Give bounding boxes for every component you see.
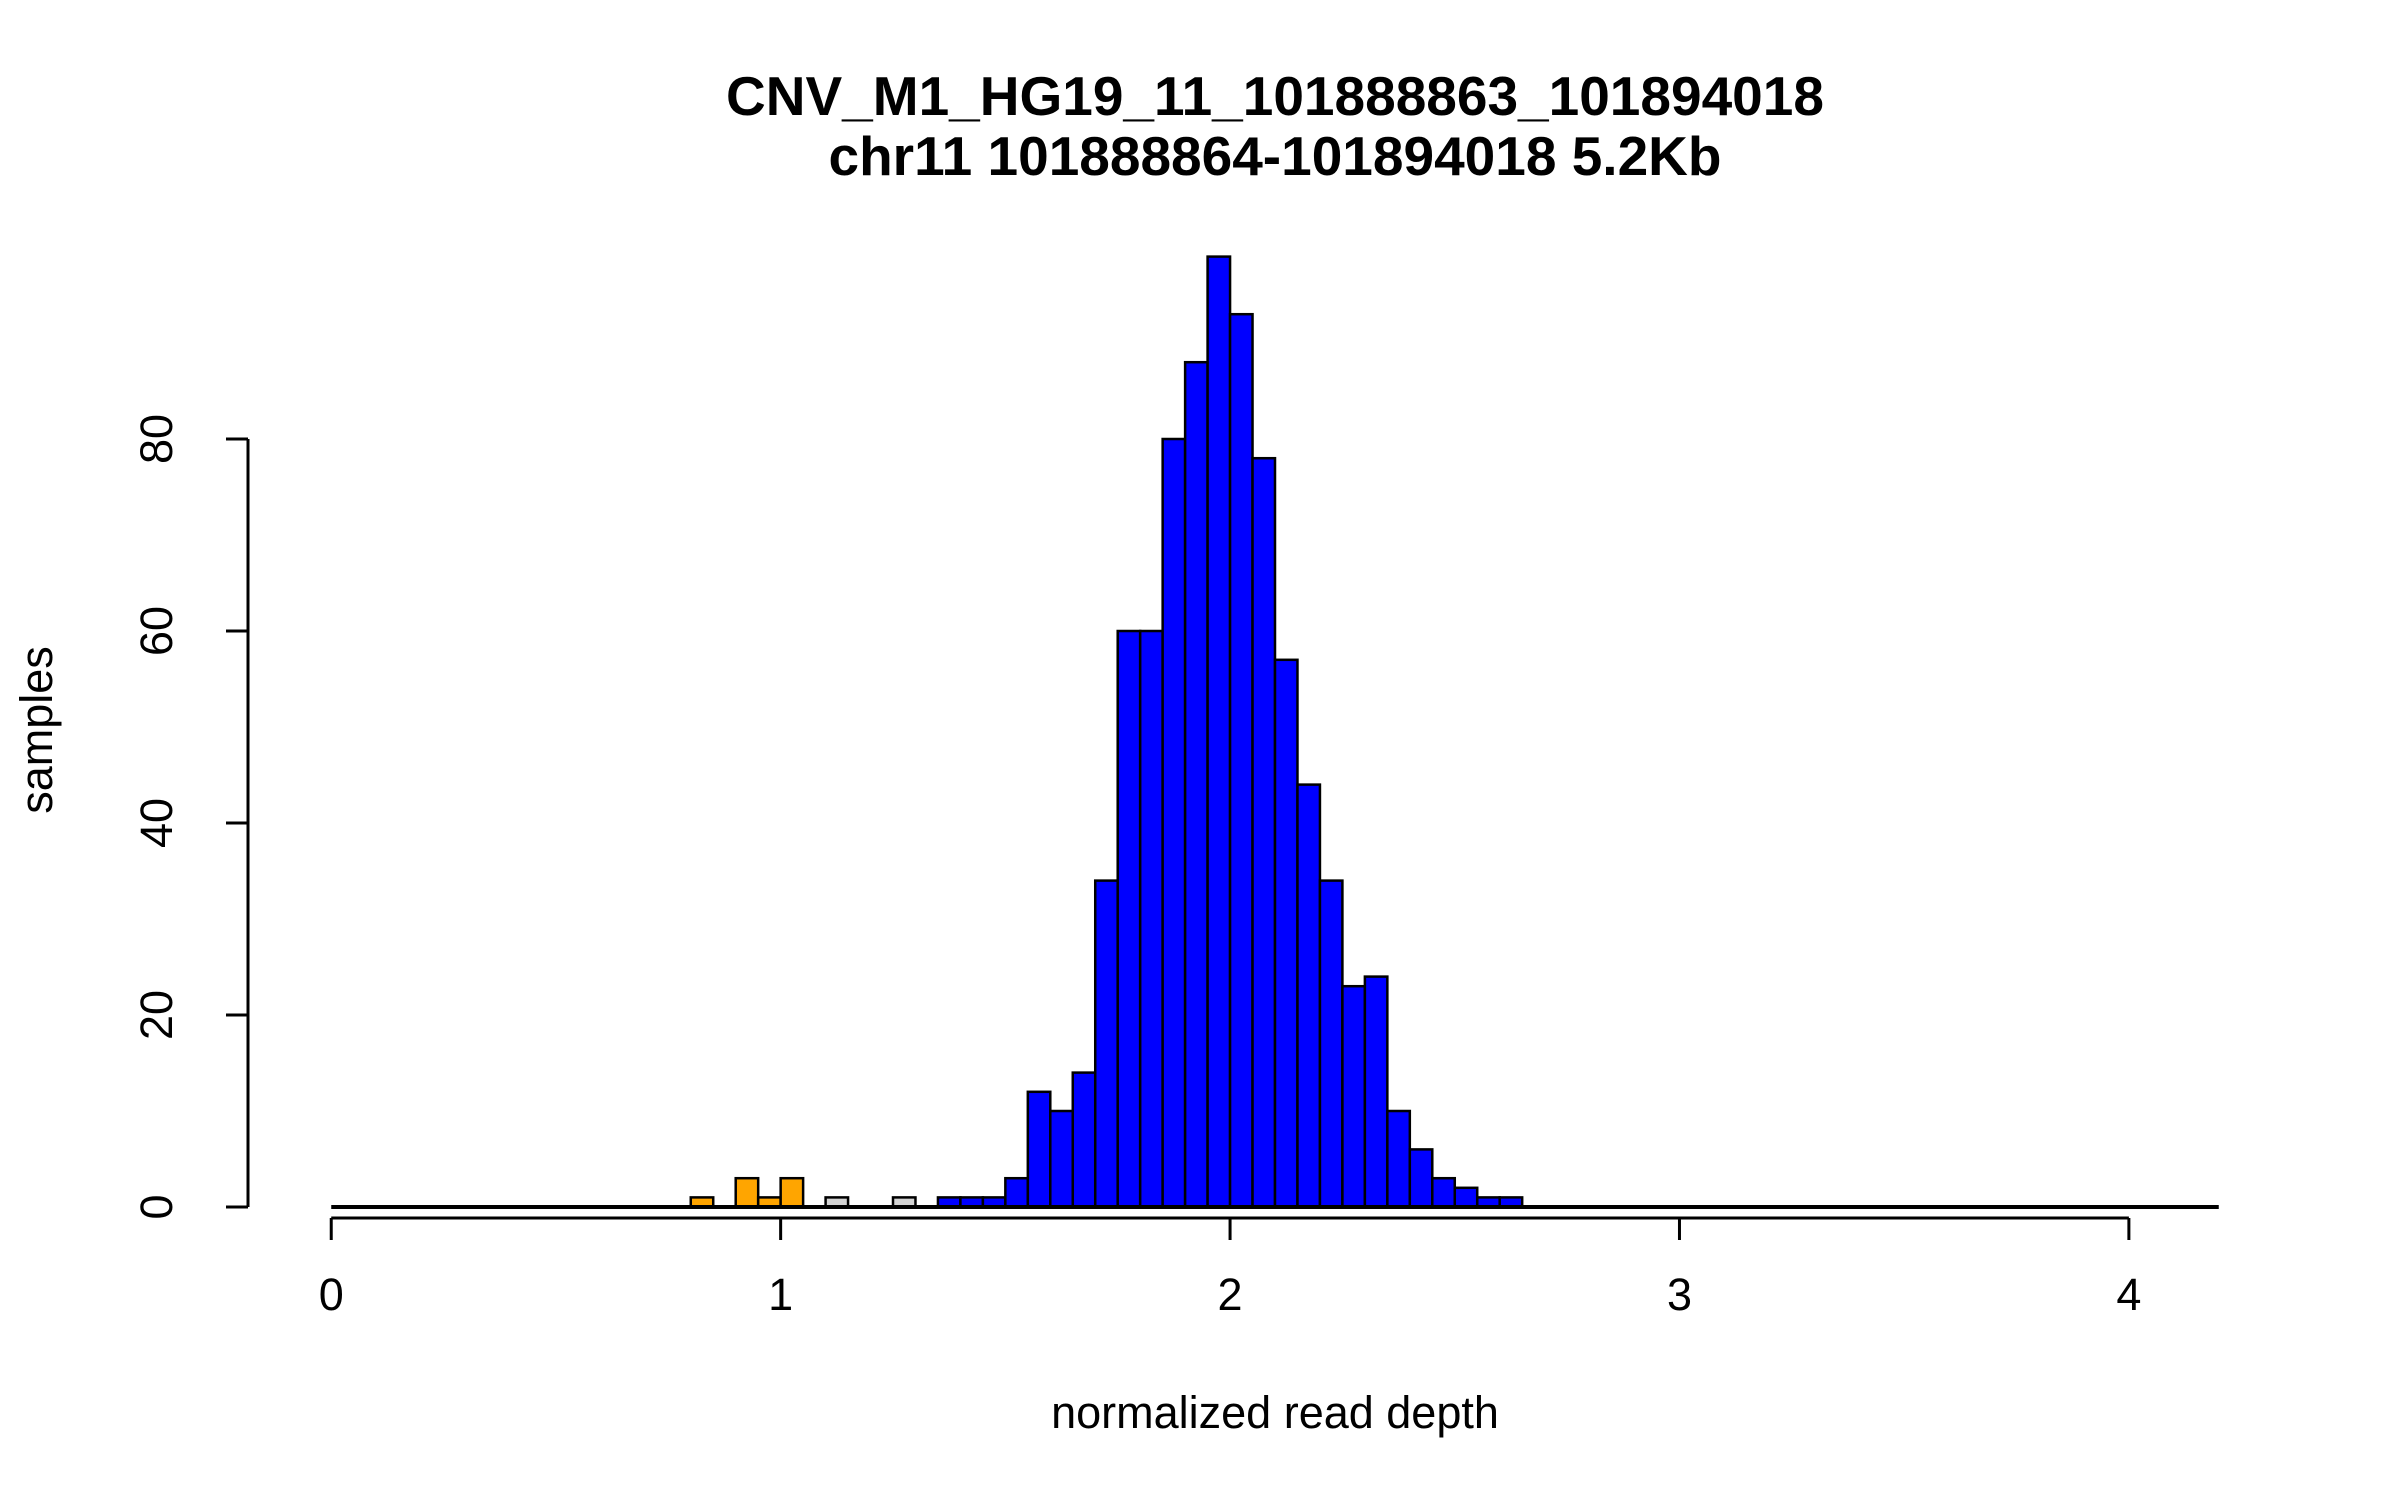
y-tick-label: 0	[131, 1194, 182, 1219]
x-axis: 0 1 2 3 4	[319, 1216, 2141, 1320]
histogram-bar-normal	[1273, 658, 1299, 1209]
x-axis-label: normalized read depth	[1051, 1387, 1499, 1438]
histogram-bar-normal	[1026, 1090, 1052, 1209]
x-tick-label: 4	[2116, 1269, 2141, 1320]
histogram-bar-normal	[1431, 1176, 1457, 1209]
y-tick-label: 60	[131, 606, 182, 656]
histogram-bar-normal	[1386, 1109, 1412, 1209]
x-tick-label: 2	[1218, 1269, 1243, 1320]
histogram-bar-normal	[1318, 879, 1344, 1209]
histogram-bar-normal	[1116, 629, 1142, 1209]
histogram-bar-normal	[1161, 437, 1187, 1209]
y-tick-label: 40	[131, 798, 182, 848]
histogram-bar-normal	[1228, 312, 1254, 1209]
y-tick-label: 20	[131, 990, 182, 1040]
histogram-bar-normal	[1093, 879, 1119, 1209]
histogram-bar-normal	[1363, 975, 1389, 1209]
y-tick-label: 80	[131, 414, 182, 464]
chart-subtitle: chr11 101888864-101894018 5.2Kb	[829, 125, 1722, 187]
histogram-bar-normal	[1453, 1186, 1479, 1209]
y-axis: 0 20 40 60 80	[131, 414, 250, 1220]
histogram-bar-normal	[1004, 1176, 1030, 1209]
histogram-bar-normal	[1138, 629, 1164, 1209]
x-tick-label: 1	[768, 1269, 793, 1320]
histogram-bar-normal	[1206, 255, 1232, 1209]
x-tick-label: 0	[319, 1269, 344, 1320]
histogram-bar-normal	[1296, 783, 1322, 1209]
histogram-bar-normal	[1183, 360, 1209, 1209]
histogram-bar-normal	[1049, 1109, 1075, 1209]
x-tick-label: 3	[1667, 1269, 1692, 1320]
histogram-bar-normal	[1251, 456, 1277, 1209]
histogram-bar-deletion	[779, 1176, 805, 1209]
histogram-bar-deletion	[734, 1176, 760, 1209]
histogram-bar-normal	[1408, 1148, 1434, 1209]
y-axis-label: samples	[11, 646, 62, 814]
histogram-bar-normal	[1341, 984, 1367, 1209]
histogram-bar-normal	[1071, 1071, 1097, 1209]
chart-title: CNV_M1_HG19_11_101888863_101894018	[726, 65, 1824, 127]
